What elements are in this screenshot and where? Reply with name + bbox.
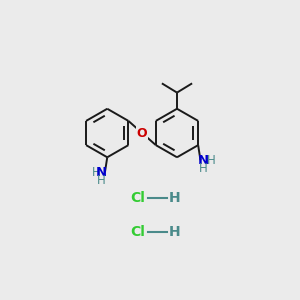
Text: H: H [169,225,181,239]
Text: Cl: Cl [130,225,145,239]
Text: H: H [199,162,208,175]
Text: H: H [169,191,181,205]
Text: N: N [96,166,107,179]
Text: H: H [92,166,100,179]
Text: Cl: Cl [130,191,145,205]
Text: N: N [198,154,209,167]
Text: O: O [137,127,147,140]
Text: H: H [207,154,216,167]
Text: H: H [97,174,106,187]
